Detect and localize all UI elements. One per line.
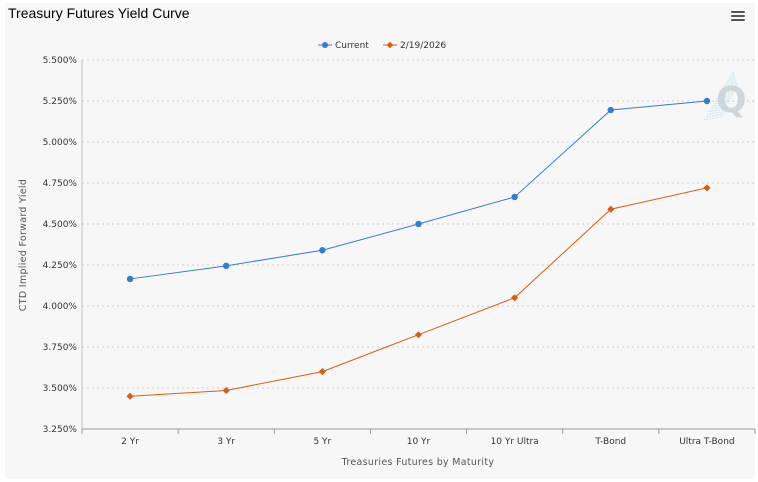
- x-tick-label: 10 Yr Ultra: [491, 437, 539, 447]
- y-tick-label: 3.250%: [43, 425, 78, 435]
- y-tick-label: 4.250%: [43, 261, 78, 271]
- watermark-logo: Q: [703, 69, 747, 121]
- x-tick-label: T-Bond: [594, 437, 626, 447]
- legend-marker-circle: [322, 42, 328, 48]
- data-point-current[interactable]: [607, 106, 614, 114]
- data-point-previous[interactable]: [126, 392, 134, 400]
- x-tick-label: 2 Yr: [121, 437, 139, 447]
- x-tick-label: 10 Yr: [407, 437, 431, 447]
- data-point-previous[interactable]: [318, 368, 326, 376]
- data-point-previous[interactable]: [511, 294, 519, 302]
- data-point-previous[interactable]: [414, 331, 423, 339]
- legend-label: Current: [335, 41, 369, 51]
- y-tick-label: 3.750%: [43, 343, 78, 353]
- watermark-stripe: [706, 72, 735, 120]
- watermark-stripe: [714, 79, 737, 119]
- data-point-current[interactable]: [703, 97, 711, 105]
- y-tick-label: 5.250%: [43, 97, 78, 107]
- data-point-current[interactable]: [223, 262, 230, 270]
- x-tick-label: 3 Yr: [217, 437, 235, 447]
- data-point-previous[interactable]: [607, 205, 615, 213]
- watermark-stripe: [716, 81, 737, 119]
- watermark-stripe: [719, 83, 738, 119]
- y-axis-title: CTD Implied Forward Yield: [18, 179, 29, 311]
- hamburger-menu-icon[interactable]: [731, 11, 745, 23]
- watermark-letter: Q: [716, 80, 747, 121]
- watermark-stripe: [703, 69, 735, 121]
- y-tick-label: 3.500%: [43, 384, 78, 394]
- y-tick-label: 5.000%: [43, 138, 78, 148]
- watermark-stripe: [718, 82, 737, 119]
- legend-marker-diamond: [386, 41, 394, 49]
- data-point-previous[interactable]: [222, 386, 230, 395]
- y-tick-label: 4.000%: [43, 302, 78, 312]
- y-tick-label: 4.500%: [43, 220, 78, 230]
- data-point-current[interactable]: [126, 275, 134, 283]
- y-tick-label: 4.750%: [43, 179, 78, 189]
- y-tick-label: 5.500%: [43, 56, 78, 66]
- x-tick-label: 5 Yr: [313, 437, 331, 447]
- series-line-previous: [130, 187, 708, 397]
- x-tick-label: Ultra T-Bond: [679, 437, 734, 447]
- series-lines: [126, 97, 711, 400]
- watermark-stripe: [705, 71, 735, 120]
- legend-item-current[interactable]: Current: [318, 41, 369, 51]
- legend-label: 2/19/2026: [400, 41, 446, 51]
- axes: 3.250% 3.500% 3.750% 4.000% 4.250% 4.500% 4.75…: [43, 56, 756, 447]
- data-point-current[interactable]: [511, 193, 518, 201]
- watermark-stripe: [721, 85, 738, 118]
- watermark-stripe: [710, 75, 736, 120]
- data-point-previous[interactable]: [703, 184, 711, 192]
- series-line-current: [130, 100, 707, 280]
- watermark-stripe: [708, 74, 736, 120]
- data-point-current[interactable]: [319, 247, 326, 254]
- legend: Current 2/19/2026: [318, 41, 446, 51]
- data-point-current[interactable]: [415, 220, 422, 228]
- legend-item-previous[interactable]: 2/19/2026: [383, 41, 446, 51]
- x-axis-title: Treasuries Futures by Maturity: [341, 457, 495, 468]
- chart-title: Treasury Futures Yield Curve: [8, 5, 190, 21]
- watermark-stripe: [711, 76, 736, 120]
